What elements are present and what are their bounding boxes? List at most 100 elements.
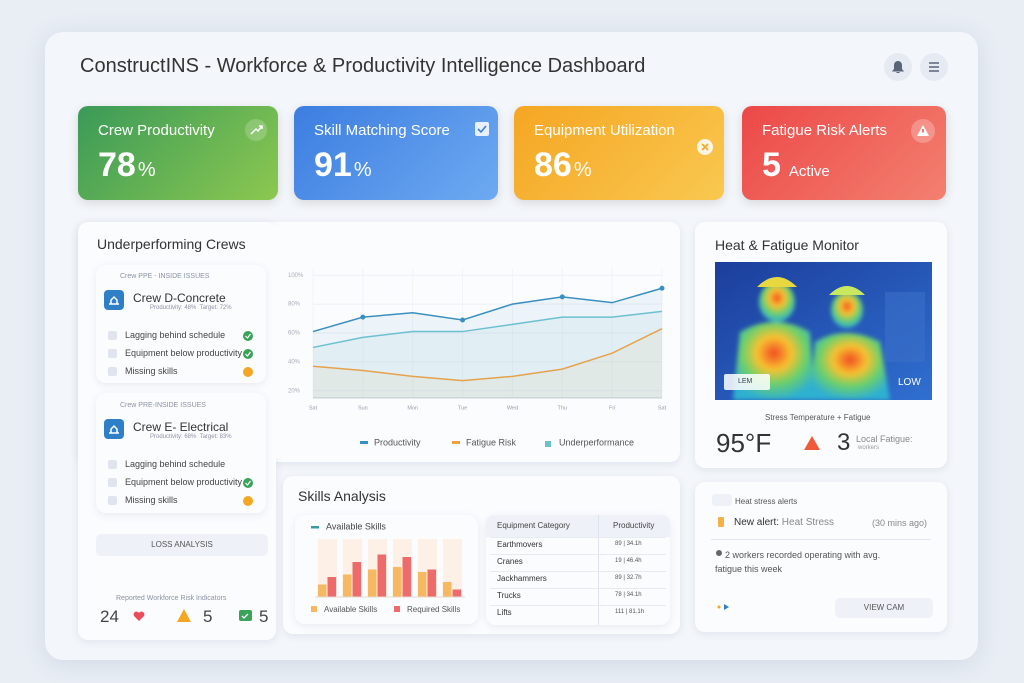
status-dot	[243, 496, 253, 506]
alerts-title: Heat stress alerts	[735, 497, 798, 506]
crew-issue: Missing skills	[108, 366, 178, 377]
x-tick-label: Sat	[309, 405, 318, 411]
checkbox	[108, 367, 117, 377]
legend-swatch	[545, 441, 551, 447]
kpi-card[interactable]: Equipment Utilization 86%	[514, 106, 724, 200]
notifications-button[interactable]	[884, 53, 912, 81]
legend-label: Productivity	[374, 437, 421, 447]
crew-tag: Crew PPE - INSIDE ISSUES	[120, 273, 210, 280]
kpi-card[interactable]: Fatigue Risk Alerts 5 Active	[742, 106, 946, 200]
table-header-cell: Equipment Category	[497, 521, 570, 530]
legend-label: Fatigue Risk	[466, 437, 517, 447]
series-line	[312, 287, 663, 333]
x-tick-label: Wed	[507, 405, 518, 411]
row-line	[490, 588, 666, 589]
bullet	[716, 550, 722, 556]
alert-marker	[718, 517, 724, 527]
kpi-number: 91	[314, 146, 352, 184]
crew-issue: Lagging behind schedule	[108, 459, 226, 470]
kpi-label: Crew Productivity	[98, 122, 215, 139]
status-icon	[243, 478, 253, 488]
crew-card[interactable]	[96, 265, 266, 383]
x-tick-label: Sun	[358, 405, 368, 411]
fatigue-label: Local Fatigue:	[856, 434, 913, 444]
kpi-value: 86%	[534, 146, 592, 185]
kpi-number: 78	[98, 146, 136, 184]
bar	[317, 584, 327, 597]
kpi-card[interactable]: Skill Matching Score 91%	[294, 106, 498, 200]
alert-line: New alert: Heat Stress	[734, 517, 834, 528]
status-icon	[243, 496, 253, 506]
x-tick-label: Fri	[609, 405, 615, 411]
bar	[417, 572, 427, 597]
bar	[442, 582, 452, 597]
kpi-card[interactable]: Crew Productivity 78%	[78, 106, 278, 200]
bar-chart: Available Skills Available Skills Required…	[311, 521, 465, 614]
loss-analysis-button[interactable]: LOSS ANALYSIS	[96, 534, 268, 556]
y-tick-label: 20%	[288, 388, 301, 394]
x-tick-label: Sat	[658, 405, 667, 411]
dashboard-title: ConstructINS - Workforce & Productivity …	[80, 55, 646, 77]
table-cell: Cranes	[497, 557, 523, 566]
table-cell: Lifts	[497, 608, 512, 617]
kpi-label: Skill Matching Score	[314, 122, 450, 139]
menu-button[interactable]	[920, 53, 948, 81]
row-line	[490, 554, 666, 555]
kpi-unit: %	[573, 159, 592, 181]
bar	[392, 567, 402, 597]
checkbox	[108, 349, 117, 359]
panel-title: Skills Analysis	[298, 488, 386, 504]
point	[559, 294, 565, 300]
kpi-number: 5	[762, 146, 781, 184]
bar	[427, 569, 437, 597]
kpi-label: Equipment Utilization	[534, 122, 675, 139]
table-cell: Trucks	[497, 591, 521, 600]
separator	[711, 539, 931, 540]
x-tick-label: Mon	[407, 405, 418, 411]
check	[245, 351, 251, 357]
crew-issue: Equipment below productivity	[108, 477, 242, 488]
bar	[367, 569, 377, 597]
legend-swatch	[394, 606, 400, 612]
line-chart: 100% 80% 60% 40% 20% Sat Sun Mon Tue Wed Thu Fri Sat…	[288, 268, 667, 447]
crew-meta: Productivity: 68% Target: 83%	[150, 434, 232, 440]
indicator-value: 5	[203, 607, 213, 626]
area	[313, 288, 662, 398]
bar	[342, 574, 352, 597]
check-icon	[475, 122, 489, 136]
status-icon	[243, 331, 253, 341]
row-line	[490, 537, 666, 538]
series-line	[312, 327, 663, 382]
row-line	[490, 571, 666, 572]
crew-issue: Lagging behind schedule	[108, 330, 226, 341]
issue-text: Lagging behind schedule	[125, 459, 226, 469]
area	[313, 328, 662, 398]
indicator-value: 5	[259, 607, 269, 626]
alert-type: Heat Stress	[781, 517, 835, 528]
alert-icon	[712, 494, 732, 506]
warning-icon	[804, 436, 820, 450]
alert-time: (30 mins ago)	[872, 518, 928, 528]
crew-card[interactable]	[96, 393, 266, 513]
warning-icon	[177, 609, 191, 622]
view-cam-button[interactable]: VIEW CAM	[835, 598, 933, 618]
tool-icon	[697, 139, 713, 155]
kpi-value: 91%	[314, 146, 372, 185]
crew-meta: Productivity: 48% Target: 72%	[150, 305, 232, 311]
status-dot	[243, 367, 253, 377]
issue-text: Missing skills	[125, 495, 178, 505]
checkbox	[108, 331, 117, 341]
crew-issue: Missing skills	[108, 495, 178, 506]
kpi-unit: %	[353, 159, 372, 181]
check	[245, 480, 251, 486]
issue-text: Lagging behind schedule	[125, 330, 226, 340]
kpi-value: 5 Active	[762, 146, 830, 185]
legend-label: Available Skills	[326, 521, 386, 531]
bar	[377, 554, 387, 597]
camera-icon	[716, 598, 734, 610]
issue-text: Missing skills	[125, 366, 178, 376]
table-cell: 89 | 32.7h	[615, 575, 642, 581]
check	[245, 333, 251, 339]
panel-title: Heat & Fatigue Monitor	[715, 237, 859, 253]
